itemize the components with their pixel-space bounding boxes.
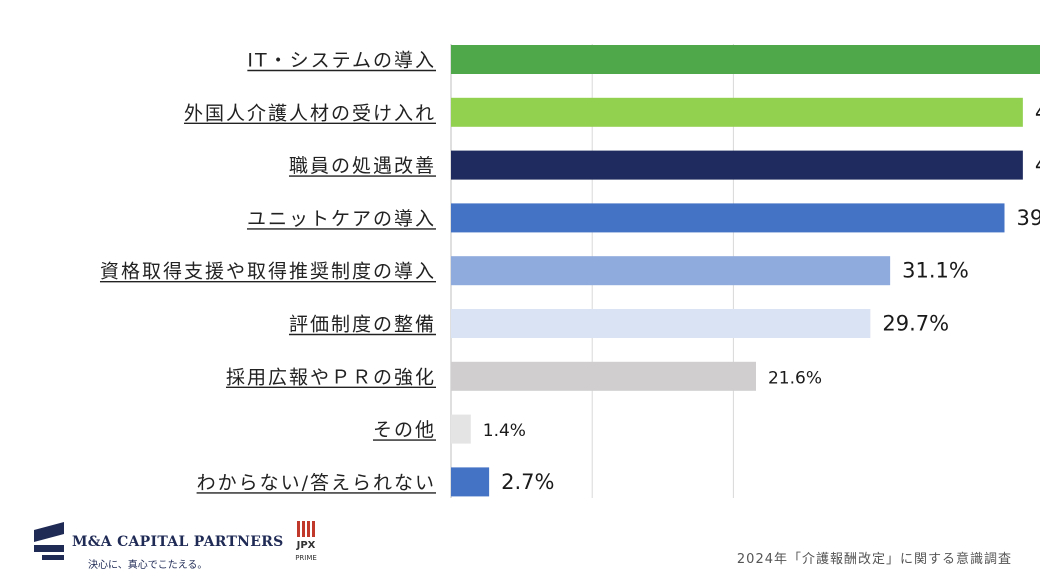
bar-3: [451, 203, 1005, 233]
bar-chart: IT・システムの導入外国人介護人材の受け入れ職員の処遇改善ユニットケアの導入資格…: [99, 44, 1040, 498]
value-label-6: 21.6%: [768, 368, 822, 388]
category-label-1: 外国人介護人材の受け入れ: [184, 102, 436, 124]
prime-label: PRIME: [295, 554, 317, 562]
category-label-7: その他: [373, 419, 436, 441]
category-label-2: 職員の処遇改善: [289, 155, 436, 177]
survey-source-note: 2024年「介護報酬改定」に関する意識調査: [736, 552, 1012, 567]
bars: [451, 45, 1040, 497]
jpx-mark-icon: [297, 521, 315, 537]
company-tagline: 決心に、真心でこたえる。: [88, 560, 208, 571]
bar-1: [451, 97, 1023, 127]
bar-4: [451, 256, 891, 286]
category-label-0: IT・システムの導入: [247, 50, 436, 72]
category-label-6: 採用広報やＰＲの強化: [226, 366, 436, 388]
value-label-4: 31.1%: [902, 259, 969, 283]
value-label-2: 40.5%: [1035, 153, 1040, 177]
value-label-3: 39.2%: [1017, 206, 1040, 230]
category-label-8: わからない/答えられない: [197, 472, 436, 494]
bar-2: [451, 150, 1023, 180]
category-label-5: 評価制度の整備: [289, 314, 436, 336]
bar-0: [451, 45, 1040, 74]
value-label-5: 29.7%: [882, 312, 949, 336]
company-logo-icon: [34, 522, 64, 560]
category-label-3: ユニットケアの導入: [247, 208, 436, 230]
bar-6: [451, 361, 756, 391]
bar-5: [451, 309, 871, 338]
company-logo: M&A CAPITAL PARTNERS 決心に、真心でこたえる。: [32, 516, 283, 576]
company-name: M&A CAPITAL PARTNERS: [72, 534, 284, 550]
bar-8: [451, 467, 490, 497]
bar-7: [451, 414, 471, 444]
category-labels: IT・システムの導入外国人介護人材の受け入れ職員の処遇改善ユニットケアの導入資格…: [99, 50, 436, 494]
value-label-7: 1.4%: [483, 421, 526, 441]
category-label-4: 資格取得支援や取得推奨制度の導入: [100, 261, 436, 283]
value-label-8: 2.7%: [501, 470, 554, 494]
jpx-label: JPX: [296, 540, 316, 551]
value-labels: 43.2%40.5%40.5%39.2%31.1%29.7%21.6%1.4%2…: [483, 100, 1040, 494]
jpx-prime-badge: JPX PRIME: [287, 519, 325, 569]
value-label-1: 40.5%: [1035, 100, 1040, 124]
